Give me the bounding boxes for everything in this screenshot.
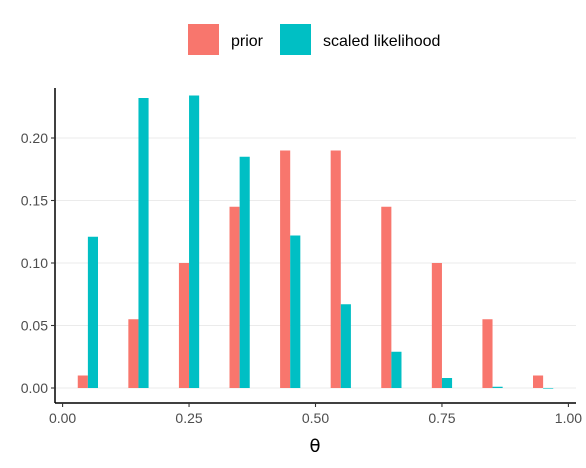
bar-likelihood-7 — [441, 378, 453, 388]
y-tick-label-1: 0.05 — [21, 318, 48, 334]
x-tick-label-1: 0.25 — [175, 410, 202, 426]
bar-prior-7 — [431, 263, 442, 388]
bar-prior-9 — [533, 375, 544, 388]
y-tick-label-0: 0.00 — [21, 380, 48, 396]
bar-likelihood-9 — [543, 388, 554, 389]
bar-prior-1 — [128, 319, 139, 388]
bar-likelihood-4 — [290, 235, 301, 388]
bar-prior-0 — [77, 375, 88, 388]
legend: prior scaled likelihood — [188, 24, 440, 55]
x-tick-label-3: 0.75 — [428, 410, 455, 426]
x-tick-label-4: 1.00 — [555, 410, 582, 426]
legend-key-likelihood — [280, 24, 311, 55]
legend-label-likelihood: scaled likelihood — [323, 33, 440, 50]
y-tick-label-3: 0.15 — [21, 193, 48, 209]
bar-likelihood-2 — [189, 95, 200, 388]
bar-likelihood-8 — [492, 386, 503, 388]
bar-prior-5 — [330, 150, 341, 388]
y-axis-ticks: 0.00 0.05 0.10 0.15 0.20 — [21, 130, 55, 396]
x-tick-label-2: 0.50 — [302, 410, 329, 426]
bar-prior-4 — [280, 150, 291, 388]
bars — [77, 95, 554, 389]
x-tick-label-0: 0.00 — [49, 410, 76, 426]
bar-prior-8 — [482, 319, 493, 388]
y-tick-label-2: 0.10 — [21, 255, 48, 271]
bar-prior-2 — [178, 263, 190, 388]
bar-likelihood-0 — [87, 236, 98, 388]
x-axis-title: θ — [309, 436, 320, 457]
x-axis-ticks: 0.00 0.25 0.50 0.75 1.00 — [49, 403, 582, 426]
legend-label-prior: prior — [231, 33, 264, 50]
bar-prior-3 — [229, 206, 240, 388]
legend-key-prior — [188, 24, 219, 55]
bar-likelihood-1 — [138, 98, 149, 388]
bar-likelihood-3 — [239, 156, 250, 388]
bar-likelihood-5 — [340, 304, 351, 388]
bar-prior-6 — [381, 206, 392, 388]
bar-likelihood-6 — [391, 351, 402, 388]
y-tick-label-4: 0.20 — [21, 130, 48, 146]
